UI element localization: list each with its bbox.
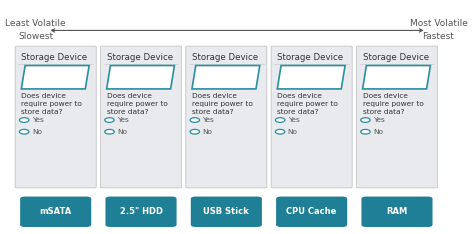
FancyBboxPatch shape [191,197,262,227]
FancyBboxPatch shape [20,197,91,227]
Text: Most Volatile: Most Volatile [410,19,467,28]
Circle shape [361,118,370,122]
Text: Does device
require power to
store data?: Does device require power to store data? [107,93,167,115]
Text: Storage Device: Storage Device [107,53,173,62]
Circle shape [19,118,29,122]
Circle shape [19,129,29,134]
FancyBboxPatch shape [15,46,96,188]
Text: Storage Device: Storage Device [192,53,258,62]
FancyBboxPatch shape [361,197,432,227]
Text: No: No [288,129,298,135]
Text: No: No [32,129,42,135]
Text: Storage Device: Storage Device [363,53,429,62]
FancyBboxPatch shape [271,46,352,188]
Text: Does device
require power to
store data?: Does device require power to store data? [277,93,338,115]
Text: No: No [117,129,127,135]
Text: No: No [202,129,212,135]
Text: No: No [373,129,383,135]
Polygon shape [363,66,430,89]
Circle shape [275,129,285,134]
Circle shape [190,118,200,122]
Polygon shape [277,66,345,89]
Text: CPU Cache: CPU Cache [286,207,337,216]
Text: Yes: Yes [288,117,300,123]
Polygon shape [21,66,89,89]
Circle shape [361,129,370,134]
Circle shape [105,129,114,134]
Text: Least Volatile: Least Volatile [5,19,66,28]
Polygon shape [192,66,260,89]
Text: Yes: Yes [117,117,129,123]
Text: Yes: Yes [202,117,214,123]
FancyBboxPatch shape [356,46,438,188]
Circle shape [105,118,114,122]
Text: 2.5" HDD: 2.5" HDD [119,207,163,216]
Text: Yes: Yes [373,117,385,123]
Text: Fastest: Fastest [422,32,455,40]
Text: Slowest: Slowest [18,32,53,40]
Polygon shape [107,66,174,89]
Text: RAM: RAM [386,207,408,216]
FancyBboxPatch shape [105,197,176,227]
Text: Storage Device: Storage Device [277,53,344,62]
Text: Storage Device: Storage Device [21,53,88,62]
Text: mSATA: mSATA [39,207,72,216]
Text: Does device
require power to
store data?: Does device require power to store data? [363,93,423,115]
Text: Does device
require power to
store data?: Does device require power to store data? [192,93,253,115]
FancyBboxPatch shape [186,46,267,188]
FancyBboxPatch shape [276,197,347,227]
FancyBboxPatch shape [100,46,182,188]
Text: USB Stick: USB Stick [203,207,249,216]
Circle shape [190,129,200,134]
Text: Yes: Yes [32,117,44,123]
Text: Does device
require power to
store data?: Does device require power to store data? [21,93,82,115]
Circle shape [275,118,285,122]
